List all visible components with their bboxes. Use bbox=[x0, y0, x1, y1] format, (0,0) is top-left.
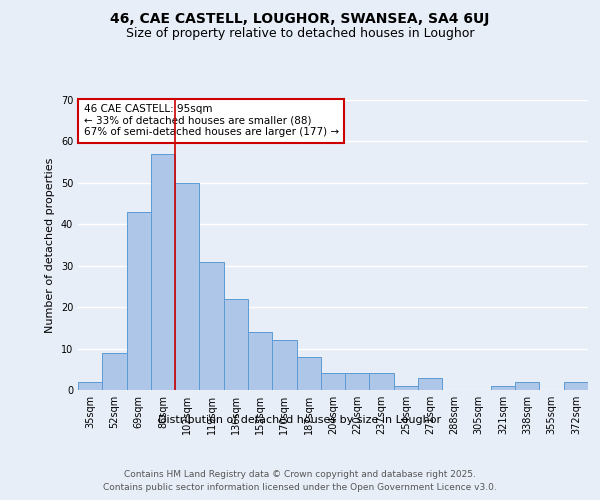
Text: Contains HM Land Registry data © Crown copyright and database right 2025.: Contains HM Land Registry data © Crown c… bbox=[124, 470, 476, 479]
Bar bbox=[151, 154, 175, 390]
Bar bbox=[175, 183, 199, 390]
Bar bbox=[224, 299, 248, 390]
Text: 46, CAE CASTELL, LOUGHOR, SWANSEA, SA4 6UJ: 46, CAE CASTELL, LOUGHOR, SWANSEA, SA4 6… bbox=[110, 12, 490, 26]
Bar bbox=[199, 262, 224, 390]
Bar bbox=[564, 382, 588, 390]
Bar bbox=[272, 340, 296, 390]
Y-axis label: Number of detached properties: Number of detached properties bbox=[45, 158, 55, 332]
Bar bbox=[102, 352, 127, 390]
Text: Contains public sector information licensed under the Open Government Licence v3: Contains public sector information licen… bbox=[103, 482, 497, 492]
Bar bbox=[345, 374, 370, 390]
Bar bbox=[296, 357, 321, 390]
Text: Distribution of detached houses by size in Loughor: Distribution of detached houses by size … bbox=[158, 415, 442, 425]
Bar bbox=[491, 386, 515, 390]
Bar bbox=[394, 386, 418, 390]
Bar bbox=[418, 378, 442, 390]
Text: 46 CAE CASTELL: 95sqm
← 33% of detached houses are smaller (88)
67% of semi-deta: 46 CAE CASTELL: 95sqm ← 33% of detached … bbox=[83, 104, 338, 138]
Bar bbox=[321, 374, 345, 390]
Bar bbox=[127, 212, 151, 390]
Bar bbox=[370, 374, 394, 390]
Bar bbox=[78, 382, 102, 390]
Text: Size of property relative to detached houses in Loughor: Size of property relative to detached ho… bbox=[126, 28, 474, 40]
Bar bbox=[248, 332, 272, 390]
Bar bbox=[515, 382, 539, 390]
